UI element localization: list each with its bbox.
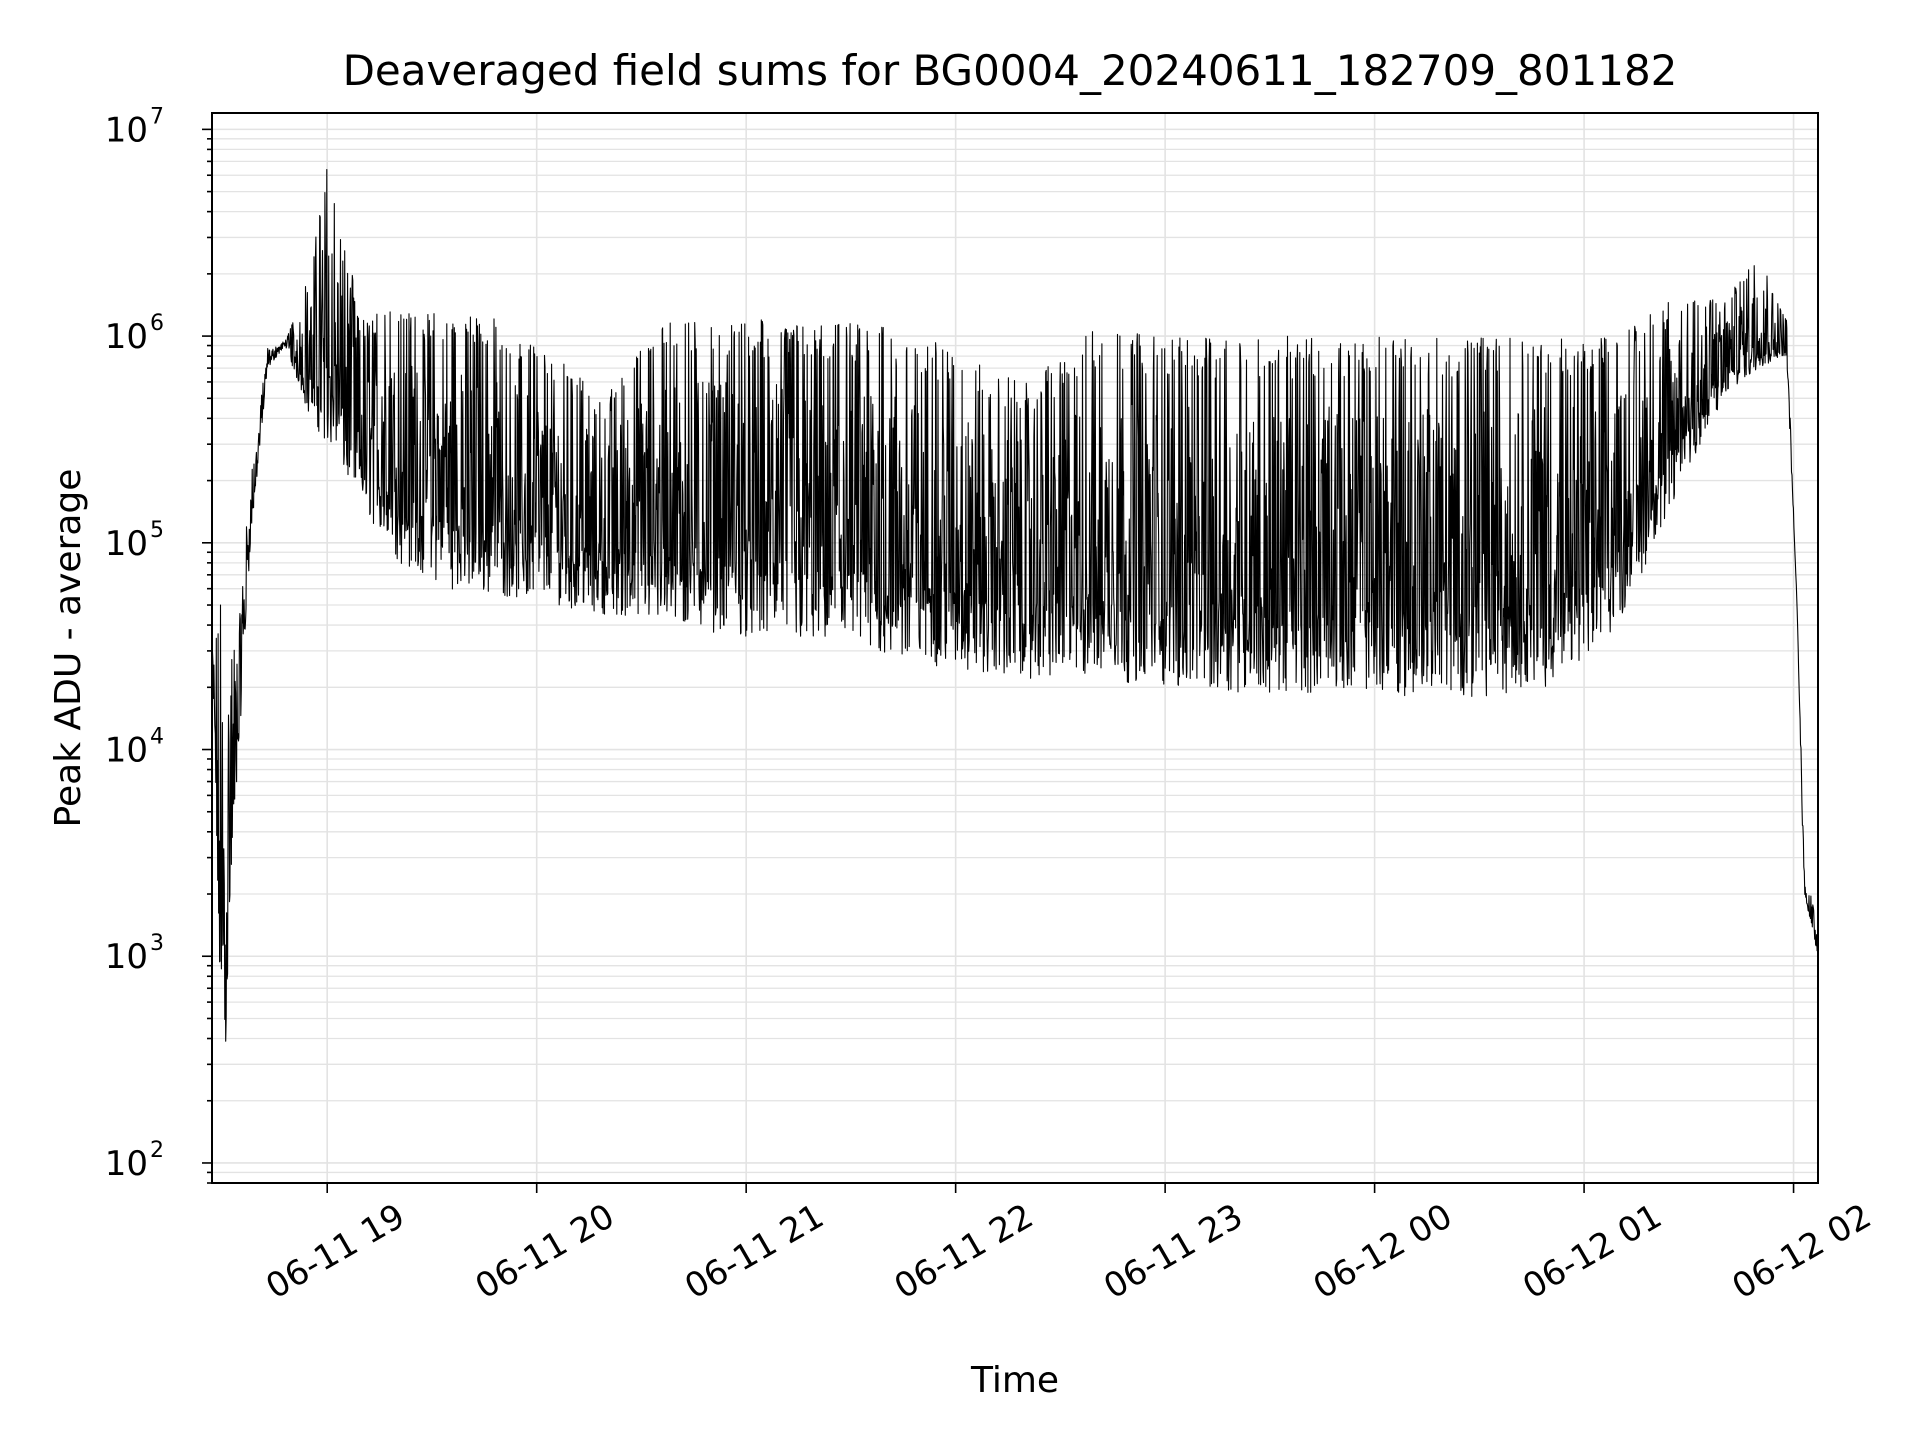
y-axis-label: Peak ADU - average bbox=[48, 469, 89, 828]
x-tick-label: 06-12 00 bbox=[1307, 1196, 1459, 1307]
series-line bbox=[211, 168, 1819, 1042]
y-tick-exponent: 6 bbox=[150, 311, 164, 336]
x-tick-label: 06-11 21 bbox=[678, 1196, 830, 1307]
y-tick-exponent: 7 bbox=[150, 104, 164, 129]
series-area bbox=[211, 168, 1819, 1042]
plot-frame bbox=[211, 112, 1819, 1184]
x-tick-label: 06-11 19 bbox=[259, 1196, 411, 1307]
y-tick-exponent: 5 bbox=[150, 518, 164, 543]
y-tick-label: 10 bbox=[105, 937, 148, 977]
y-tick-exponent: 2 bbox=[150, 1138, 164, 1163]
y-tick-label: 10 bbox=[105, 110, 148, 150]
x-tick-label: 06-12 02 bbox=[1726, 1196, 1878, 1307]
y-tick-exponent: 3 bbox=[150, 931, 164, 956]
x-tick-label: 06-12 01 bbox=[1516, 1196, 1668, 1307]
y-tick-label: 10 bbox=[105, 1144, 148, 1184]
y-tick-label: 10 bbox=[105, 317, 148, 357]
chart-title: Deaveraged field sums for BG0004_2024061… bbox=[343, 46, 1678, 95]
axes-ticks: 06-11 19 06-11 20 06-11 21 06-11 22 06-11 23… bbox=[105, 104, 1878, 1307]
x-tick-label: 06-11 20 bbox=[469, 1196, 621, 1307]
y-tick-label: 10 bbox=[105, 524, 148, 564]
y-tick-label: 10 bbox=[105, 731, 148, 771]
y-tick-exponent: 4 bbox=[150, 725, 164, 750]
x-tick-label: 06-11 23 bbox=[1097, 1196, 1249, 1307]
x-tick-label: 06-11 22 bbox=[888, 1196, 1040, 1307]
x-axis-label: Time bbox=[970, 1360, 1059, 1401]
